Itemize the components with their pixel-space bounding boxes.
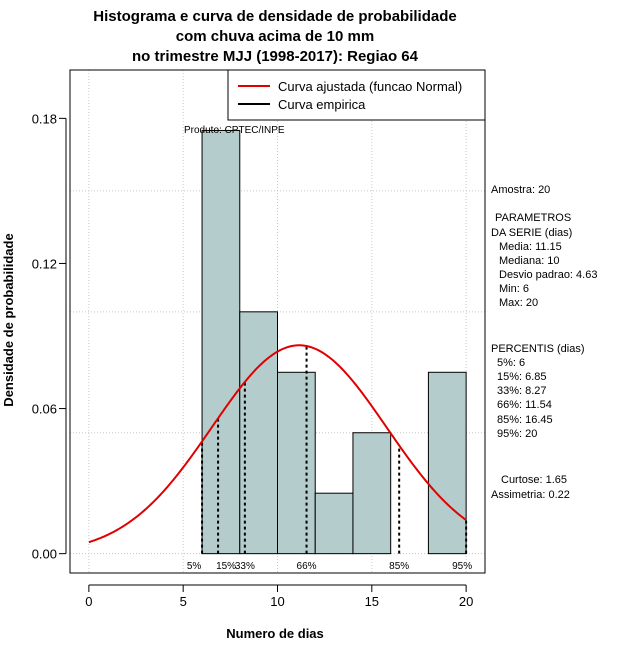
percentile-label-5: 95%	[452, 561, 472, 572]
histogram-bar-1	[239, 311, 278, 555]
legend-box	[227, 69, 486, 121]
skewness: Assimetria: 0.22	[491, 489, 570, 501]
percentile-33: 33%: 8.27	[497, 385, 547, 397]
percentile-85: 85%: 16.45	[497, 414, 553, 426]
percentile-label-4: 85%	[389, 561, 409, 572]
legend-label-empirical: Curva empirica	[278, 97, 366, 112]
percentile-label-2: 33%	[235, 561, 255, 572]
x-axis-title: Numero de dias	[226, 626, 324, 641]
y-tick-label-3: 0.18	[32, 111, 57, 126]
legend: Curva ajustada (funcao Normal) Curva emp…	[227, 69, 486, 121]
histogram-bar-3	[314, 492, 354, 555]
statistics-panel: Amostra: 20 PARAMETROS DA SERIE (dias) M…	[491, 184, 597, 501]
sample-size: Amostra: 20	[491, 184, 550, 196]
chart-title-line-1: Histograma e curva de densidade de proba…	[93, 8, 456, 25]
percentile-label-0: 5%	[187, 561, 202, 572]
parameters-title-1: PARAMETROS	[495, 212, 571, 224]
parameters-title-2: DA SERIE (dias)	[491, 227, 572, 239]
chart-title-line-3: no trimestre MJJ (1998-2017): Regiao 64	[132, 48, 419, 65]
percentile-15: 15%: 6.85	[497, 371, 547, 383]
legend-label-fit: Curva ajustada (funcao Normal)	[278, 79, 462, 94]
percentile-label-1: 15%	[216, 561, 236, 572]
stat-max: Max: 20	[499, 297, 538, 309]
stat-min: Min: 6	[499, 283, 529, 295]
y-tick-label-1: 0.06	[32, 402, 57, 417]
x-tick-label-2: 10	[270, 594, 284, 609]
x-tick-label-4: 20	[459, 594, 473, 609]
x-tick-label-1: 5	[180, 594, 187, 609]
percentile-95: 95%: 20	[497, 428, 537, 440]
y-tick-label-0: 0.00	[32, 547, 57, 562]
y-axis: 0.00 0.06 0.12 0.18	[32, 111, 67, 562]
percentile-label-3: 66%	[297, 561, 317, 572]
stat-median: Mediana: 10	[499, 255, 560, 267]
percentile-66: 66%: 11.54	[497, 399, 552, 411]
percentile-labels: 5% 15%33% 66% 85% 95%	[187, 561, 472, 572]
histogram-bar-6	[427, 371, 467, 555]
normal-fit-curve	[88, 344, 467, 544]
x-axis: 0 5 10 15 20	[85, 584, 473, 609]
product-annotation: Produto: CPTEC/INPE	[184, 125, 285, 136]
x-tick-label-3: 15	[365, 594, 379, 609]
histogram-bar-0	[201, 129, 241, 555]
chart-title-line-2: com chuva acima de 10 mm	[176, 28, 374, 45]
percentile-5: 5%: 6	[497, 357, 525, 369]
kurtosis: Curtose: 1.65	[501, 474, 567, 486]
percentile-lines	[201, 346, 468, 554]
histogram-bars	[201, 129, 467, 555]
stat-std: Desvio padrao: 4.63	[499, 269, 597, 281]
percentiles-title: PERCENTIS (dias)	[491, 343, 585, 355]
histogram-bar-2	[277, 371, 316, 555]
stat-mean: Media: 11.15	[499, 241, 562, 253]
y-tick-label-2: 0.12	[32, 256, 57, 271]
y-axis-title: Densidade de probabilidade	[1, 233, 16, 406]
x-tick-label-0: 0	[85, 594, 92, 609]
histogram-bar-4	[352, 432, 392, 555]
